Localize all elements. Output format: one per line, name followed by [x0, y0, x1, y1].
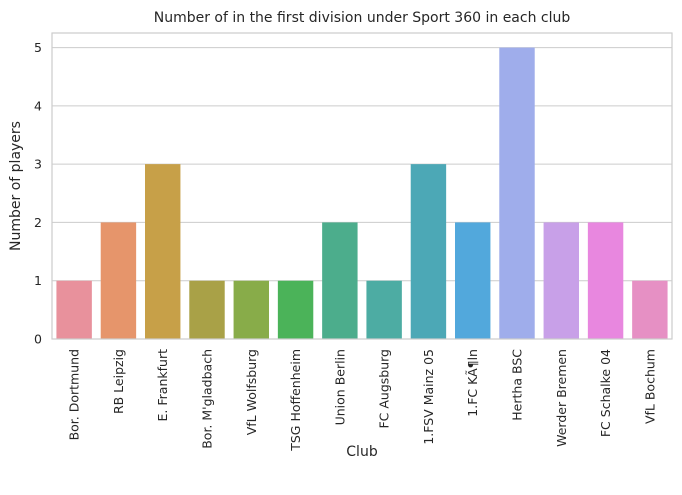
y-tick-label: 3	[34, 157, 42, 172]
bar	[100, 222, 137, 339]
bar	[587, 222, 624, 339]
x-tick-label: RB Leipzig	[111, 349, 126, 414]
bar	[455, 222, 491, 339]
bar	[410, 164, 447, 339]
y-tick-labels: 0 1 2 3 4 5	[34, 40, 42, 346]
x-tick-label: FC Augsburg	[377, 349, 392, 429]
x-tick-label: 1.FSV Mainz 05	[421, 349, 436, 445]
bars	[56, 47, 668, 339]
bar	[233, 280, 269, 339]
x-tick-label: VfL Bochum	[642, 349, 657, 424]
bar	[189, 280, 225, 339]
y-tick-label: 1	[34, 273, 42, 288]
bar	[499, 47, 535, 339]
y-tick-label: 2	[34, 215, 42, 230]
plot-frame	[51, 32, 673, 340]
x-tick-label: Bor. Dortmund	[67, 349, 82, 440]
bar	[145, 164, 181, 339]
x-tick-label: Bor. M'gladbach	[200, 349, 215, 449]
y-axis-label: Number of players	[8, 121, 24, 251]
y-tick-label: 4	[34, 98, 42, 113]
x-tick-label: TSG Hoffenheim	[288, 349, 303, 452]
x-tick-labels: Bor. Dortmund RB Leipzig E. Frankfurt Bor. …	[67, 349, 658, 452]
bar	[543, 222, 579, 339]
x-tick-label: Hertha BSC	[510, 349, 525, 421]
x-tick-label: E. Frankfurt	[155, 349, 170, 422]
chart-title: Number of in the first division under Sp…	[154, 10, 571, 26]
x-tick-label: FC Schalke 04	[598, 349, 613, 437]
y-tick-label: 5	[34, 40, 42, 55]
bar	[56, 280, 92, 339]
bar	[632, 280, 668, 339]
bar	[322, 222, 358, 339]
x-axis-label: Club	[346, 444, 378, 460]
y-tick-label: 0	[34, 332, 42, 347]
x-tick-label: VfL Wolfsburg	[244, 349, 259, 435]
x-tick-label: Werder Bremen	[554, 349, 569, 447]
bar	[277, 280, 314, 339]
bar	[366, 280, 402, 339]
x-tick-label: 1.FC KÃ¶ln	[465, 349, 480, 417]
x-tick-label: Union Berlin	[332, 349, 347, 425]
